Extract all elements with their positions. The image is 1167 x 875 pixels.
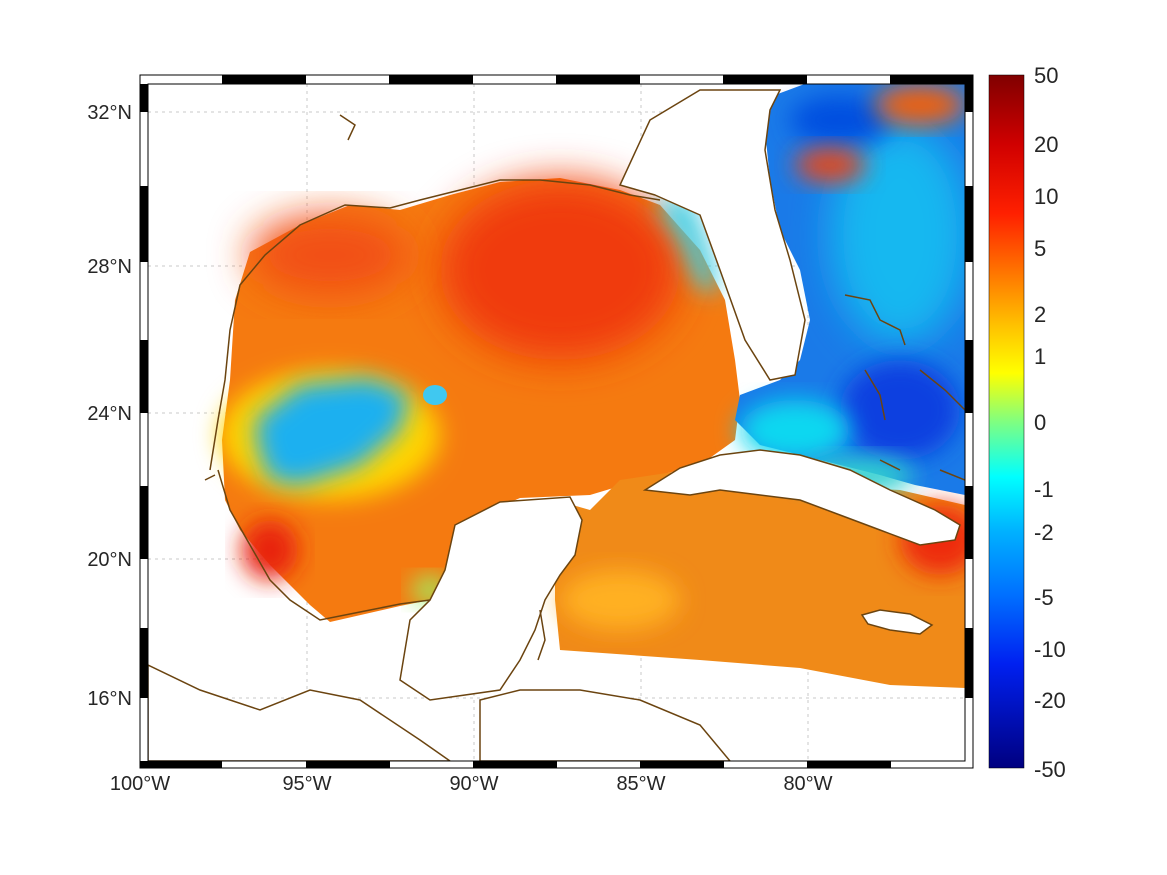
colorbar-label: -1 bbox=[1034, 477, 1054, 502]
colorbar-labels: 50 20 10 5 2 1 0 -1 -2 -5 -10 -20 -50 bbox=[1034, 63, 1066, 782]
jamaica-land bbox=[860, 609, 934, 635]
florida-land bbox=[618, 89, 806, 381]
lat-tick-label: 28°N bbox=[87, 256, 132, 278]
colorbar-label: 20 bbox=[1034, 132, 1058, 157]
lon-tick-label: 85°W bbox=[616, 773, 665, 795]
colorbar bbox=[988, 74, 1025, 769]
colorbar-label: 5 bbox=[1034, 236, 1046, 261]
coastline bbox=[204, 114, 965, 661]
colorbar-label: -5 bbox=[1034, 585, 1054, 610]
colorbar-label: 10 bbox=[1034, 184, 1058, 209]
lat-tick-label: 16°N bbox=[87, 688, 132, 710]
lat-tick-label: 24°N bbox=[87, 403, 132, 425]
colorbar-label: -2 bbox=[1034, 520, 1054, 545]
colorbar-label: 50 bbox=[1034, 63, 1058, 88]
yucatan-land bbox=[399, 496, 583, 701]
central-america-land bbox=[148, 664, 452, 761]
colorbar-label: -50 bbox=[1034, 757, 1066, 782]
colorbar-label: 1 bbox=[1034, 344, 1046, 369]
lon-tick-label: 90°W bbox=[449, 773, 498, 795]
colorbar-label: -10 bbox=[1034, 637, 1066, 662]
lon-tick-labels: 100°W 95°W 90°W 85°W 80°W bbox=[110, 773, 833, 795]
colorbar-label: -20 bbox=[1034, 688, 1066, 713]
lat-tick-labels: 32°N 28°N 24°N 20°N 16°N bbox=[87, 102, 132, 710]
land bbox=[148, 89, 961, 761]
lon-tick-label: 95°W bbox=[282, 773, 331, 795]
lat-tick-label: 20°N bbox=[87, 549, 132, 571]
colorbar-label: 0 bbox=[1034, 410, 1046, 435]
atlantic-field bbox=[735, 84, 965, 495]
lon-tick-label: 100°W bbox=[110, 773, 170, 795]
lat-tick-label: 32°N bbox=[87, 102, 132, 124]
lon-tick-label: 80°W bbox=[783, 773, 832, 795]
cuba-land bbox=[642, 449, 961, 546]
map-frame bbox=[139, 74, 974, 769]
colorbar-label: 2 bbox=[1034, 302, 1046, 327]
